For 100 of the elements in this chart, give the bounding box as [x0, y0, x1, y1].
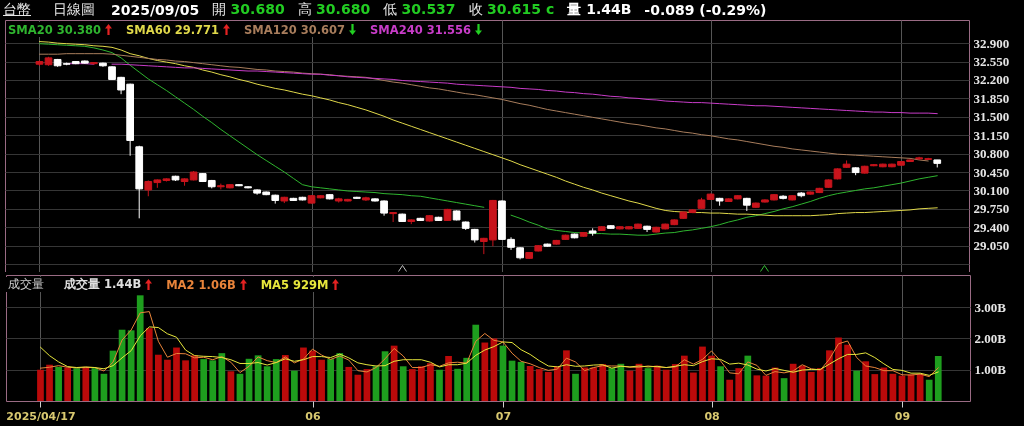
bar — [581, 367, 588, 401]
bar — [608, 368, 616, 401]
x-tick-label: 06 — [305, 409, 322, 423]
bar — [73, 368, 81, 401]
bar — [454, 368, 461, 401]
bar — [145, 328, 153, 401]
bar — [544, 371, 552, 401]
y-tick-label: 31.500 — [973, 109, 1010, 125]
bar — [463, 357, 471, 401]
chart-subtitle: 日線圖 — [53, 0, 95, 19]
bar — [662, 369, 670, 401]
bar — [136, 295, 144, 401]
bar — [263, 366, 271, 401]
bar — [318, 359, 325, 401]
bar — [218, 353, 226, 401]
bar — [699, 346, 706, 401]
bar — [281, 355, 289, 401]
bar — [563, 350, 570, 401]
bar — [671, 364, 679, 401]
bar — [327, 359, 335, 401]
text: 收 30.615 c — [468, 0, 555, 17]
text: -0.089 (-0.29%) — [644, 1, 767, 18]
bar — [853, 370, 860, 401]
y-tick-label: 30.100 — [973, 182, 1010, 198]
bar — [481, 342, 489, 401]
bar — [336, 353, 344, 401]
bar — [871, 374, 879, 401]
bar — [925, 379, 933, 401]
y-tick-label: 31.850 — [973, 90, 1010, 106]
bar — [807, 371, 815, 401]
x-tick-label: 07 — [495, 409, 512, 423]
y-tick-label: 32.200 — [973, 72, 1010, 88]
bar — [644, 368, 652, 401]
y-tick-label: 3.00B — [974, 299, 1007, 315]
bar — [209, 360, 217, 401]
bar — [744, 355, 752, 401]
bar — [182, 360, 189, 401]
x-tick-label: 2025/04/17 — [6, 409, 76, 423]
bar — [880, 367, 888, 401]
text: MA2 1.06B — [166, 277, 236, 292]
bar — [55, 366, 62, 401]
bar — [127, 330, 135, 401]
y-tick-label: 31.150 — [973, 127, 1010, 143]
bar — [599, 364, 607, 401]
bar — [408, 369, 416, 401]
bar — [445, 355, 452, 401]
bar — [789, 363, 797, 401]
bar — [826, 350, 833, 401]
y-tick-label: 29.050 — [973, 238, 1010, 254]
y-tick-label: 32.900 — [973, 35, 1010, 51]
line-series — [39, 326, 939, 376]
bar — [291, 370, 298, 401]
bar — [173, 347, 180, 401]
series-label: SMA20 30.380 — [8, 22, 102, 37]
bar — [436, 369, 443, 401]
bar — [780, 378, 788, 401]
bar — [427, 363, 434, 401]
chart-title: 成交量 — [8, 276, 44, 293]
bar — [417, 366, 425, 401]
y-tick-label: 2.00B — [974, 330, 1007, 346]
bar — [862, 361, 870, 401]
text: 2025/09/05 — [111, 1, 200, 18]
series-label: SMA60 29.771 — [126, 22, 220, 37]
y-tick-label: 29.750 — [973, 201, 1010, 217]
bar — [817, 368, 824, 401]
bar — [572, 373, 579, 401]
bar — [590, 367, 598, 401]
bar — [64, 367, 72, 401]
bar — [37, 369, 44, 401]
annotation: 成交量 1.44B — [64, 277, 142, 292]
chart-title: 台幣 — [3, 0, 31, 19]
bar — [345, 366, 353, 401]
bar — [753, 375, 761, 401]
line-series — [39, 311, 939, 378]
x-tick-label: 09 — [894, 409, 911, 423]
text: SMA240 31.556 — [370, 22, 472, 37]
text: 低 30.537 — [383, 0, 456, 17]
bar — [200, 359, 208, 401]
bar — [726, 379, 734, 401]
y-tick-label: 30.450 — [973, 164, 1010, 180]
bar — [690, 372, 697, 401]
text: 量 1.44B — [567, 0, 632, 19]
bar — [300, 347, 307, 401]
bar — [708, 355, 715, 401]
bar — [680, 355, 688, 401]
text: MA5 929M — [260, 277, 329, 292]
candlestick — [389, 211, 397, 223]
bar — [155, 354, 162, 401]
bar — [399, 366, 407, 401]
bar — [535, 369, 543, 401]
bar — [309, 350, 316, 401]
y-tick-label: 1.00B — [974, 362, 1007, 378]
bar — [717, 366, 724, 401]
bar — [798, 365, 806, 401]
text: SMA120 30.607 — [244, 22, 346, 37]
bar — [844, 344, 851, 401]
bar — [191, 355, 198, 401]
bar — [82, 366, 90, 401]
bar — [934, 355, 942, 401]
y-tick-label: 29.400 — [973, 219, 1010, 235]
